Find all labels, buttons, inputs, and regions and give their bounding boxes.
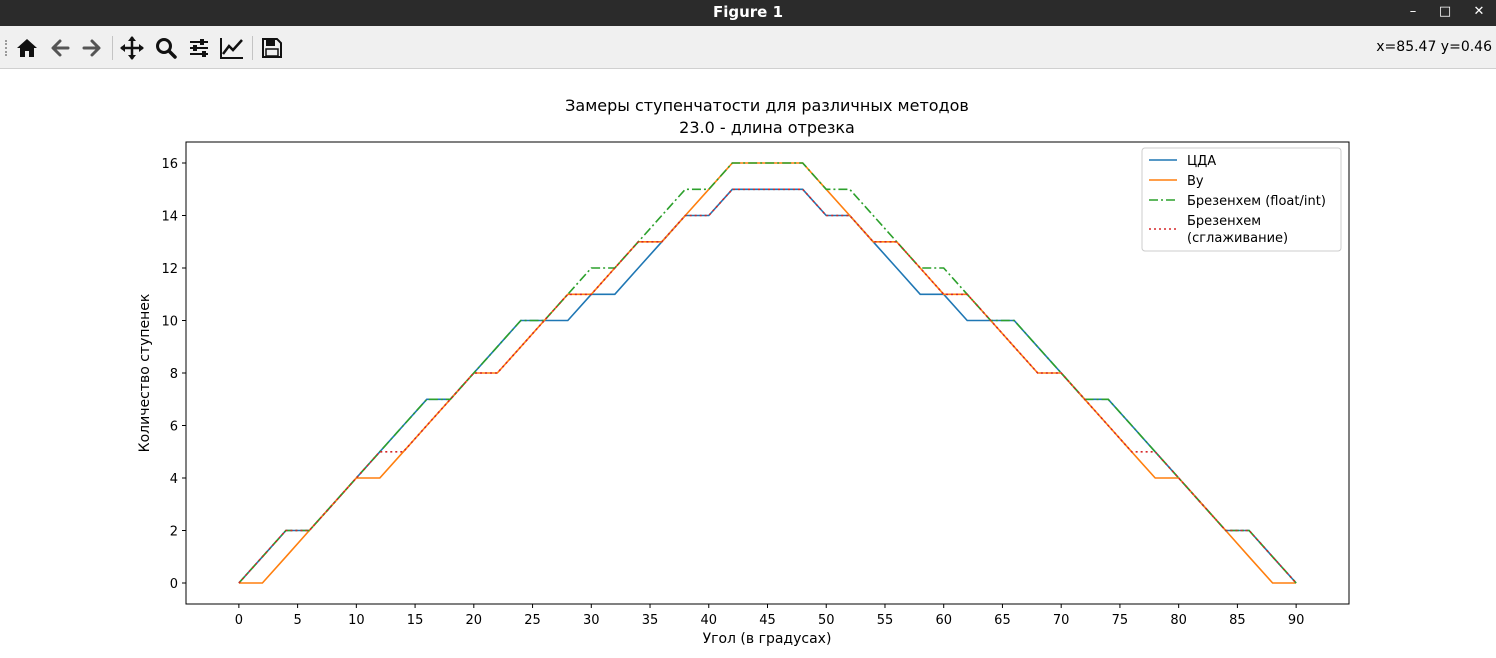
x-axis-label: Угол (в градусах) — [703, 631, 832, 647]
x-tick-label: 10 — [348, 613, 365, 628]
y-tick-label: 8 — [170, 367, 178, 382]
x-tick-label: 75 — [1112, 613, 1129, 628]
toolbar-separator — [112, 36, 113, 60]
back-button[interactable] — [46, 34, 74, 62]
cursor-coordinates: x=85.47 y=0.46 — [1376, 39, 1492, 55]
y-axis: 0 2 4 6 8 10 12 14 16 — [161, 157, 186, 592]
configure-subplots-button[interactable] — [185, 34, 213, 62]
x-axis: 0 5 10 15 20 25 30 35 40 45 50 55 60 65 70 75 80 85 90 — [235, 604, 1305, 628]
x-tick-label: 80 — [1170, 613, 1187, 628]
y-tick-label: 16 — [161, 157, 178, 172]
x-tick-label: 20 — [466, 613, 483, 628]
x-tick-label: 5 — [293, 613, 301, 628]
x-tick-label: 85 — [1229, 613, 1246, 628]
x-tick-label: 0 — [235, 613, 243, 628]
y-tick-label: 12 — [161, 262, 178, 277]
x-tick-label: 55 — [877, 613, 894, 628]
legend-label-4: Брезенхем — [1187, 214, 1261, 229]
x-tick-label: 30 — [583, 613, 600, 628]
home-icon — [17, 39, 37, 57]
save-button[interactable] — [258, 34, 286, 62]
legend-label-1: ЦДА — [1187, 154, 1216, 169]
save-icon — [262, 38, 282, 58]
legend-label-2: Ву — [1187, 174, 1204, 189]
series-line-3 — [238, 162, 1297, 584]
y-tick-label: 0 — [170, 577, 178, 592]
y-tick-label: 4 — [170, 472, 178, 487]
series-line-2 — [238, 162, 1297, 584]
x-tick-label: 60 — [935, 613, 952, 628]
forward-button[interactable] — [78, 34, 106, 62]
y-axis-label: Количество ступенек — [137, 294, 153, 453]
legend-label-3: Брезенхем (float/int) — [1187, 194, 1326, 209]
forward-arrow-icon — [82, 39, 101, 57]
zoom-button[interactable] — [152, 34, 180, 62]
toolbar-separator — [252, 36, 253, 60]
legend-frame — [1141, 147, 1342, 252]
home-button[interactable] — [13, 34, 41, 62]
series-line-4 — [238, 188, 1297, 584]
chart-subtitle: 23.0 - длина отрезка — [679, 118, 855, 137]
x-tick-label: 50 — [818, 613, 835, 628]
x-tick-label: 25 — [524, 613, 541, 628]
x-tick-label: 70 — [1053, 613, 1070, 628]
y-tick-label: 14 — [161, 210, 178, 225]
back-arrow-icon — [51, 39, 70, 57]
series-line-1 — [238, 188, 1297, 584]
edit-axes-icon — [220, 38, 243, 59]
zoom-icon — [156, 38, 177, 59]
edit-axes-button[interactable] — [218, 34, 246, 62]
x-tick-label: 90 — [1288, 613, 1305, 628]
plot-lines — [238, 162, 1297, 584]
toolbar-grip[interactable] — [5, 40, 10, 56]
minimize-button[interactable]: – — [1409, 4, 1417, 19]
chart-title: Замеры ступенчатости для различных метод… — [565, 96, 969, 115]
navigation-toolbar: x=85.47 y=0.46 — [0, 26, 1496, 69]
y-tick-label: 10 — [161, 315, 178, 330]
x-tick-label: 40 — [700, 613, 717, 628]
y-tick-label: 2 — [170, 525, 178, 540]
y-tick-label: 6 — [170, 420, 178, 435]
legend-label-4: (сглаживание) — [1187, 231, 1288, 246]
chart-canvas[interactable]: Замеры ступенчатости для различных метод… — [0, 68, 1496, 658]
pan-button[interactable] — [118, 34, 146, 62]
configure-subplots-icon — [190, 39, 208, 57]
close-button[interactable]: ✕ — [1473, 4, 1485, 19]
window-titlebar: Figure 1 – □ ✕ — [0, 0, 1496, 26]
x-tick-label: 65 — [994, 613, 1011, 628]
maximize-button[interactable]: □ — [1438, 4, 1452, 19]
legend: ЦДА Ву Брезенхем (float/int) Брезенхем (сгла… — [1141, 147, 1342, 252]
pan-icon — [120, 36, 144, 60]
x-tick-label: 35 — [642, 613, 659, 628]
x-tick-label: 45 — [759, 613, 776, 628]
window-title: Figure 1 — [712, 3, 784, 21]
x-tick-label: 15 — [407, 613, 424, 628]
